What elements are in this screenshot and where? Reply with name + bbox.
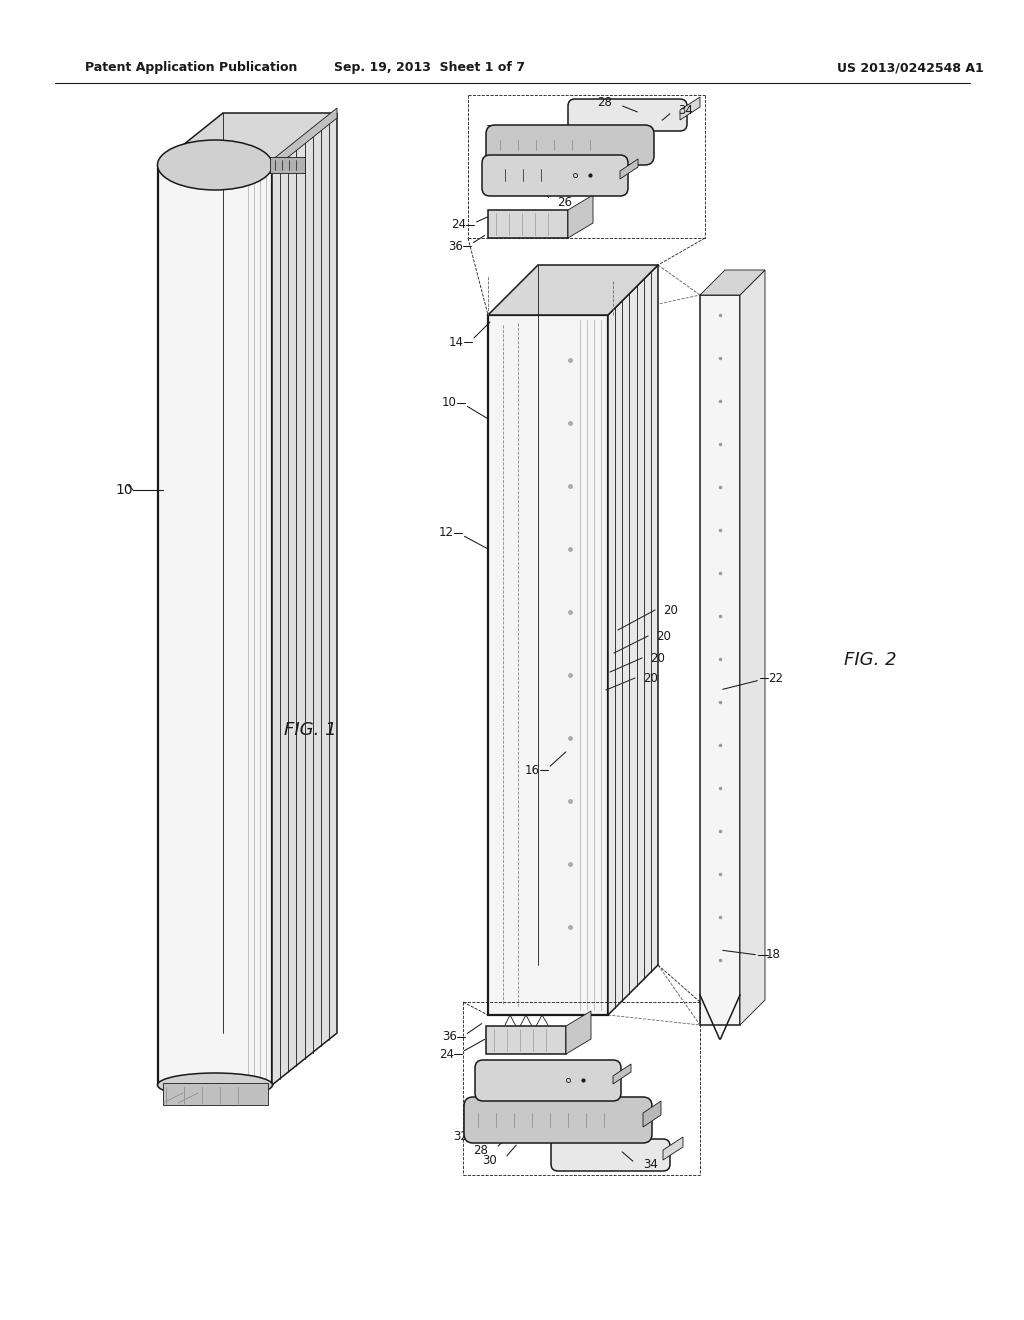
- Polygon shape: [272, 114, 337, 1085]
- Polygon shape: [540, 325, 600, 1005]
- Text: 18: 18: [766, 949, 781, 961]
- Text: 16: 16: [525, 763, 540, 776]
- Text: 32: 32: [454, 1130, 468, 1143]
- Text: 20: 20: [663, 603, 678, 616]
- Ellipse shape: [158, 140, 272, 190]
- Polygon shape: [488, 265, 658, 315]
- Polygon shape: [740, 271, 765, 1026]
- Text: 20: 20: [656, 630, 671, 643]
- Text: 10: 10: [442, 396, 457, 409]
- Text: 36: 36: [449, 239, 463, 252]
- Text: FIG. 1: FIG. 1: [284, 721, 336, 739]
- Bar: [163, 1082, 268, 1105]
- Polygon shape: [643, 1101, 662, 1127]
- Text: 24: 24: [451, 219, 466, 231]
- Polygon shape: [488, 210, 568, 238]
- Text: 28: 28: [473, 1143, 488, 1156]
- Polygon shape: [272, 108, 337, 170]
- Text: FIG. 2: FIG. 2: [844, 651, 896, 669]
- Text: 30: 30: [482, 1155, 497, 1167]
- Text: 20: 20: [650, 652, 665, 664]
- Text: US 2013/0242548 A1: US 2013/0242548 A1: [837, 62, 983, 74]
- Polygon shape: [158, 165, 272, 1085]
- Polygon shape: [486, 1026, 566, 1053]
- FancyBboxPatch shape: [475, 1060, 621, 1101]
- Text: 34: 34: [643, 1159, 657, 1172]
- Text: 26: 26: [554, 1034, 569, 1047]
- Text: 24: 24: [439, 1048, 454, 1060]
- Text: 26: 26: [557, 195, 572, 209]
- Text: 22: 22: [768, 672, 783, 685]
- Polygon shape: [700, 271, 765, 294]
- Text: 14: 14: [449, 335, 464, 348]
- FancyBboxPatch shape: [486, 125, 654, 165]
- Polygon shape: [663, 1137, 683, 1160]
- Polygon shape: [488, 315, 608, 1015]
- Polygon shape: [700, 294, 740, 1026]
- Polygon shape: [158, 114, 337, 165]
- Polygon shape: [566, 1011, 591, 1053]
- Polygon shape: [680, 96, 700, 120]
- FancyBboxPatch shape: [482, 154, 628, 195]
- Polygon shape: [620, 158, 638, 180]
- Text: Sep. 19, 2013  Sheet 1 of 7: Sep. 19, 2013 Sheet 1 of 7: [335, 62, 525, 74]
- Polygon shape: [568, 195, 593, 238]
- FancyBboxPatch shape: [551, 1139, 670, 1171]
- Polygon shape: [613, 1064, 631, 1084]
- Text: 10: 10: [115, 483, 133, 498]
- Bar: [270, 157, 305, 173]
- Polygon shape: [608, 265, 658, 1015]
- Ellipse shape: [158, 1073, 272, 1097]
- FancyBboxPatch shape: [568, 99, 687, 131]
- Text: 20: 20: [643, 672, 657, 685]
- FancyBboxPatch shape: [464, 1097, 652, 1143]
- Text: Patent Application Publication: Patent Application Publication: [85, 62, 297, 74]
- Text: 36: 36: [442, 1031, 457, 1044]
- Text: 12: 12: [439, 527, 454, 540]
- Text: 28: 28: [597, 96, 612, 110]
- Text: 32: 32: [485, 124, 500, 136]
- Text: 34: 34: [678, 103, 693, 116]
